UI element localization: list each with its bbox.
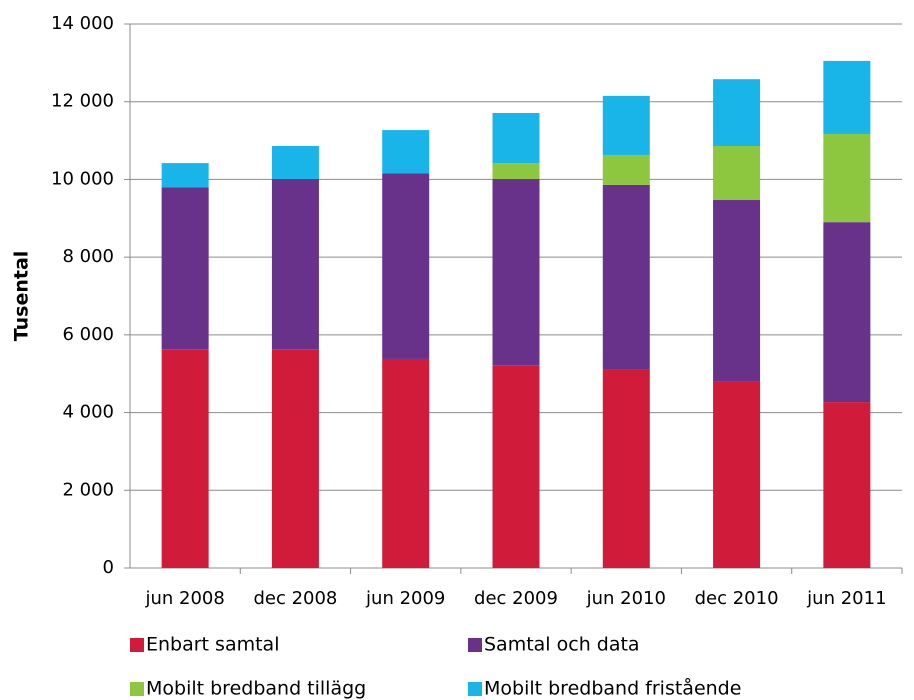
bar-segment — [382, 130, 430, 174]
bar-segment — [713, 79, 761, 147]
bar-segment — [602, 369, 650, 568]
legend-label: Mobilt bredband fristående — [484, 677, 741, 700]
bar-segment — [271, 146, 319, 180]
bar-segment — [382, 173, 430, 359]
y-axis-label: Tusental — [11, 251, 33, 342]
bar-segment — [161, 163, 209, 188]
bar-segment — [492, 163, 540, 180]
legend-swatch — [468, 682, 482, 696]
legend-label: Enbart samtal — [146, 634, 279, 656]
bar-segment — [823, 133, 871, 223]
bar-segment — [271, 349, 319, 568]
bar-segment — [602, 184, 650, 370]
x-tick-label: dec 2009 — [474, 588, 558, 609]
bar-segment — [823, 60, 871, 134]
legend-label: Mobilt bredband tillägg — [146, 678, 366, 700]
bar-segment — [823, 402, 871, 568]
legend-swatch — [130, 638, 144, 652]
y-tick-label: 10 000 — [51, 168, 114, 189]
bar-segment — [161, 349, 209, 568]
y-tick-label: 4 000 — [62, 402, 114, 423]
bar-segment — [602, 95, 650, 155]
x-tick-label: jun 2011 — [806, 588, 886, 609]
y-tick-label: 0 — [103, 557, 114, 578]
bar-segment — [271, 179, 319, 350]
bar-segment — [492, 112, 540, 164]
bar-segment — [713, 381, 761, 568]
x-tick-label: dec 2010 — [695, 588, 779, 609]
y-tick-label: 12 000 — [51, 91, 114, 112]
legend-label: Samtal och data — [484, 634, 640, 656]
x-tick-label: dec 2008 — [253, 588, 337, 609]
legend-swatch — [468, 638, 482, 652]
x-tick-label: jun 2008 — [144, 588, 224, 609]
y-tick-label: 6 000 — [62, 324, 114, 345]
bar-segment — [713, 200, 761, 382]
legend-swatch — [130, 682, 144, 696]
y-tick-label: 14 000 — [51, 13, 114, 34]
bar-segment — [823, 222, 871, 403]
x-tick-label: jun 2009 — [365, 588, 445, 609]
bar-segment — [161, 187, 209, 350]
x-tick-label: jun 2010 — [586, 588, 666, 609]
bar-segment — [382, 358, 430, 568]
bar-segment — [492, 179, 540, 366]
y-tick-label: 8 000 — [62, 246, 114, 267]
bar-segment — [492, 365, 540, 568]
bar-segment — [713, 146, 761, 201]
bar-segment — [602, 154, 650, 185]
y-tick-label: 2 000 — [62, 479, 114, 500]
